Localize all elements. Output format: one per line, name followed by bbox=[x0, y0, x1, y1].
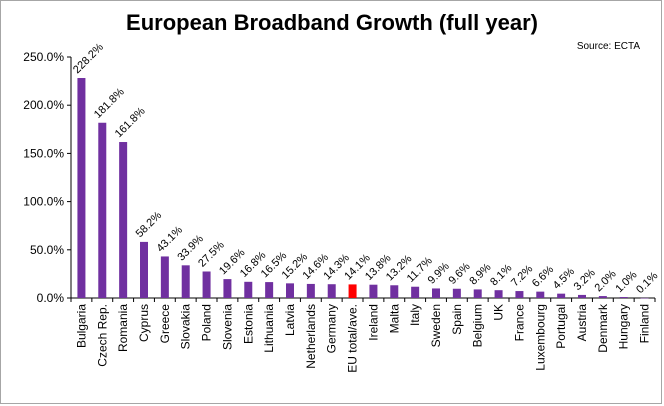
bar bbox=[494, 290, 503, 298]
x-tick-label: Lithuania bbox=[262, 304, 276, 353]
bar bbox=[536, 291, 545, 298]
bar bbox=[369, 284, 378, 298]
bar bbox=[348, 284, 357, 298]
bar bbox=[160, 256, 169, 298]
x-tick-label: Austria bbox=[575, 304, 589, 342]
x-tick-label: France bbox=[512, 304, 526, 342]
x-tick-label: Portugal bbox=[554, 304, 568, 349]
data-label: 3.2% bbox=[572, 267, 598, 293]
x-tick-label: Estonia bbox=[241, 304, 255, 344]
x-tick-label: Slovenia bbox=[220, 304, 234, 350]
x-tick-label: Luxembourg bbox=[533, 304, 547, 371]
y-tick-label: 200.0% bbox=[23, 98, 64, 112]
x-tick-label: Spain bbox=[450, 304, 464, 335]
bar bbox=[119, 142, 128, 298]
bar bbox=[244, 281, 253, 298]
bar bbox=[452, 288, 461, 298]
x-tick-label: Netherlands bbox=[304, 304, 318, 369]
x-tick-label: Romania bbox=[116, 304, 130, 352]
x-tick-label: Belgium bbox=[471, 304, 485, 347]
data-labels: 228.2%181.8%161.8%58.2%43.1%33.9%27.5%19… bbox=[71, 41, 661, 296]
data-label: 8.1% bbox=[488, 262, 514, 288]
data-label: 9.6% bbox=[446, 260, 472, 286]
data-label: 161.8% bbox=[113, 105, 148, 140]
bar bbox=[432, 288, 440, 298]
x-tick-label: Poland bbox=[200, 304, 214, 341]
bar bbox=[306, 283, 315, 298]
bar bbox=[515, 291, 524, 298]
x-tick-label: Latvia bbox=[283, 304, 297, 336]
axes: 0.0% 50.0% 100.0% 150.0% 200.0% 250.0% bbox=[23, 50, 656, 305]
data-label: 228.2% bbox=[71, 41, 106, 76]
x-tick-label: Italy bbox=[408, 304, 422, 326]
y-tick-label: 150.0% bbox=[23, 146, 64, 160]
x-tick-label: Hungary bbox=[617, 304, 631, 349]
x-tick-label: Denmark bbox=[596, 303, 610, 353]
bar bbox=[202, 271, 211, 298]
bar bbox=[390, 285, 399, 298]
bar bbox=[265, 282, 274, 298]
y-tick-label: 0.0% bbox=[37, 291, 65, 305]
y-tick-label: 100.0% bbox=[23, 195, 64, 209]
x-tick-label: Cyprus bbox=[137, 304, 151, 342]
data-label: 181.8% bbox=[92, 86, 127, 121]
bar bbox=[223, 279, 232, 298]
x-tick-label: Finland bbox=[638, 304, 652, 343]
data-label: 2.0% bbox=[592, 268, 618, 294]
x-tick-label: Greece bbox=[158, 304, 172, 344]
x-tick-label: Bulgaria bbox=[74, 304, 88, 348]
bar bbox=[619, 297, 628, 298]
bar bbox=[77, 78, 86, 298]
bar bbox=[473, 289, 482, 298]
y-tick-label: 250.0% bbox=[23, 50, 64, 64]
bar bbox=[411, 286, 420, 298]
bar bbox=[140, 241, 148, 298]
bar bbox=[98, 122, 107, 298]
chart-title: European Broadband Growth (full year) bbox=[126, 10, 538, 35]
x-tick-label: Slovakia bbox=[179, 304, 193, 350]
bar bbox=[598, 296, 607, 298]
y-tick-label: 50.0% bbox=[30, 243, 64, 257]
bar bbox=[640, 297, 649, 299]
x-tick-label: Czech Rep. bbox=[95, 304, 109, 367]
data-label: 7.2% bbox=[509, 263, 535, 289]
source-note: Source: ECTA bbox=[576, 41, 640, 52]
x-tick-label: Germany bbox=[325, 304, 339, 353]
data-label: 8.9% bbox=[467, 261, 493, 287]
bar bbox=[578, 294, 586, 298]
x-tick-label: Ireland bbox=[366, 304, 380, 341]
bar bbox=[181, 265, 190, 298]
x-tick-label: EU total/ave. bbox=[346, 304, 360, 373]
data-label: 0.1% bbox=[634, 270, 660, 296]
x-tick-label: UK bbox=[492, 304, 506, 321]
data-label: 58.2% bbox=[134, 209, 165, 240]
bars bbox=[77, 78, 649, 299]
bar bbox=[557, 293, 566, 298]
x-tick-labels: Bulgaria Czech Rep. Romania Cyprus Greece Slo… bbox=[74, 303, 651, 373]
bar bbox=[327, 284, 336, 298]
data-label: 4.5% bbox=[551, 265, 577, 291]
data-label: 1.0% bbox=[613, 269, 639, 295]
x-tick-label: Sweden bbox=[429, 304, 443, 347]
x-tick-label: Malta bbox=[387, 304, 401, 334]
bar bbox=[286, 283, 294, 298]
